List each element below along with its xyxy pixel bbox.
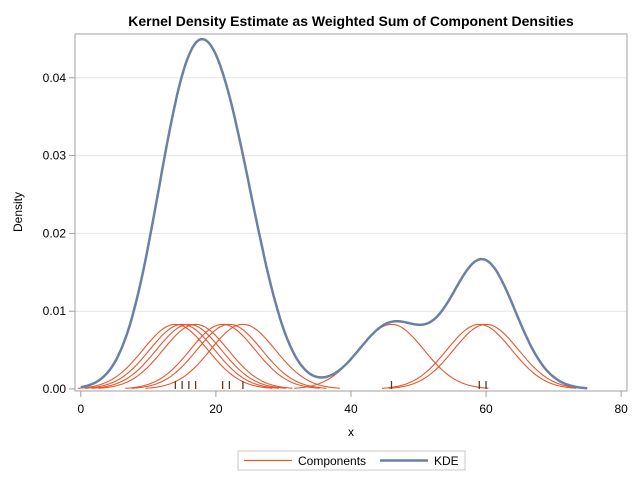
component-curve bbox=[98, 323, 293, 389]
kde-curve-group bbox=[80, 37, 588, 390]
component-curve bbox=[388, 323, 584, 389]
component-curve bbox=[78, 323, 273, 389]
x-axis-label: x bbox=[348, 425, 354, 439]
legend-box bbox=[237, 450, 466, 471]
component-curve bbox=[84, 323, 280, 389]
x-tick-label: 60 bbox=[479, 402, 493, 416]
y-tick-label: 0.01 bbox=[43, 304, 67, 318]
legend-label-kde: KDE bbox=[434, 454, 459, 468]
legend: Components KDE bbox=[237, 450, 466, 471]
component-curve bbox=[145, 323, 340, 389]
x-tick-label: 80 bbox=[614, 402, 628, 416]
chart-title: Kernel Density Estimate as Weighted Sum … bbox=[128, 13, 574, 29]
x-tick-label: 40 bbox=[344, 402, 358, 416]
component-curves bbox=[78, 323, 584, 389]
kde-curve bbox=[80, 37, 588, 390]
y-tick-label: 0.02 bbox=[43, 226, 67, 240]
y-tick-label: 0.04 bbox=[43, 71, 67, 85]
y-tick-label: 0.03 bbox=[43, 149, 67, 163]
component-curve bbox=[132, 323, 327, 389]
y-axis-label: Density bbox=[11, 192, 25, 232]
legend-label-components: Components bbox=[298, 454, 366, 468]
component-curve bbox=[381, 323, 577, 389]
y-tick-label: 0.00 bbox=[43, 382, 67, 396]
plot-frame bbox=[74, 33, 628, 392]
component-curve bbox=[125, 323, 320, 389]
component-curve bbox=[294, 323, 489, 389]
x-tick-label: 20 bbox=[209, 402, 223, 416]
rug-plot bbox=[174, 381, 487, 389]
component-curve bbox=[91, 323, 286, 389]
x-tick-label: 0 bbox=[77, 402, 84, 416]
